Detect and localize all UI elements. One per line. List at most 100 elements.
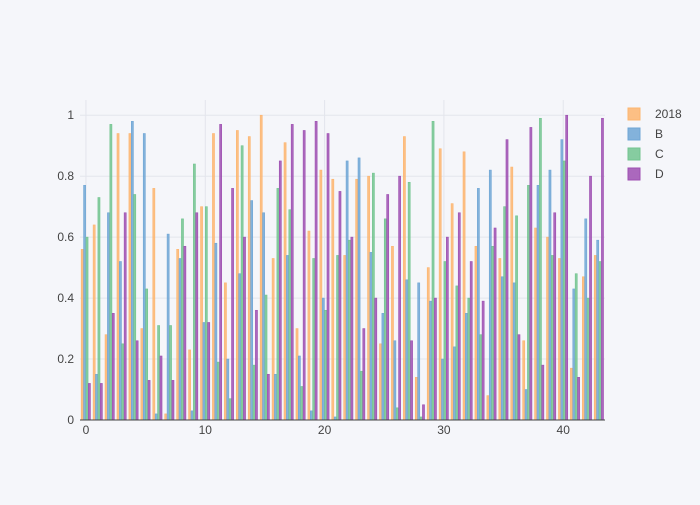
bar-c-27[interactable] [407, 181, 411, 421]
bar-c-14[interactable] [252, 364, 256, 421]
bar-c-16[interactable] [276, 188, 280, 421]
bar-b-35[interactable] [500, 276, 504, 421]
bar-2018-4[interactable] [128, 133, 132, 421]
bar-2018-5[interactable] [140, 328, 144, 421]
bar-c-15[interactable] [264, 294, 268, 421]
legend-swatch-2018[interactable] [627, 107, 641, 121]
bar-b-2[interactable] [107, 212, 110, 421]
bar-c-35[interactable] [503, 206, 506, 421]
bar-2018-24[interactable] [367, 175, 370, 421]
bar-b-10[interactable] [202, 322, 206, 421]
bar-d-6[interactable] [159, 355, 163, 421]
bar-c-10[interactable] [204, 206, 208, 421]
bar-c-20[interactable] [324, 309, 327, 421]
bar-b-11[interactable] [214, 242, 218, 421]
bar-2018-35[interactable] [498, 258, 502, 421]
legend-label-c[interactable]: C [655, 147, 664, 161]
bar-2018-22[interactable] [343, 255, 347, 421]
bar-d-33[interactable] [481, 300, 485, 421]
bar-2018-39[interactable] [546, 236, 549, 421]
bar-d-4[interactable] [135, 340, 139, 421]
bar-2018-38[interactable] [534, 227, 537, 421]
bar-c-12[interactable] [228, 398, 232, 421]
bar-d-23[interactable] [362, 328, 366, 421]
bar-c-0[interactable] [85, 236, 89, 421]
bar-2018-2[interactable] [104, 334, 108, 421]
bar-c-18[interactable] [300, 386, 304, 421]
bar-b-6[interactable] [154, 413, 158, 421]
bar-c-8[interactable] [181, 218, 184, 421]
bar-2018-20[interactable] [319, 169, 323, 421]
bar-2018-32[interactable] [462, 151, 466, 421]
bar-c-40[interactable] [562, 160, 566, 421]
bar-2018-34[interactable] [486, 395, 490, 421]
bar-d-39[interactable] [553, 212, 557, 421]
bar-c-43[interactable] [598, 261, 602, 421]
bar-2018-42[interactable] [582, 276, 585, 421]
bar-d-20[interactable] [326, 133, 330, 421]
bar-d-35[interactable] [505, 139, 509, 421]
bar-d-43[interactable] [601, 117, 604, 421]
bar-d-8[interactable] [183, 245, 187, 421]
bar-d-42[interactable] [589, 175, 592, 421]
bar-c-26[interactable] [395, 407, 399, 421]
bar-d-16[interactable] [278, 160, 282, 421]
bar-c-17[interactable] [288, 209, 292, 421]
bar-c-6[interactable] [157, 325, 160, 421]
bar-c-1[interactable] [97, 197, 101, 421]
bar-b-43[interactable] [596, 239, 600, 421]
bar-c-25[interactable] [383, 218, 387, 421]
bar-2018-18[interactable] [295, 328, 299, 421]
bar-2018-27[interactable] [403, 136, 406, 421]
legend-swatch-b[interactable] [627, 127, 641, 141]
bar-2018-28[interactable] [414, 377, 418, 421]
bar-2018-31[interactable] [450, 203, 454, 421]
bar-2018-13[interactable] [236, 130, 239, 421]
bar-2018-23[interactable] [355, 178, 359, 421]
bar-b-0[interactable] [83, 185, 86, 421]
bar-d-3[interactable] [123, 212, 127, 421]
bar-b-39[interactable] [548, 169, 552, 421]
bar-b-5[interactable] [142, 133, 146, 421]
bar-d-13[interactable] [243, 236, 246, 421]
bar-b-32[interactable] [465, 313, 468, 421]
bar-b-38[interactable] [536, 185, 540, 421]
bar-2018-16[interactable] [271, 258, 275, 421]
bar-b-28[interactable] [417, 282, 421, 421]
bar-d-17[interactable] [290, 124, 294, 421]
bar-c-11[interactable] [216, 361, 220, 421]
bar-d-24[interactable] [374, 297, 378, 421]
bar-d-36[interactable] [517, 334, 521, 421]
bar-d-28[interactable] [422, 404, 425, 421]
legend-swatch-d[interactable] [627, 167, 641, 181]
bar-2018-37[interactable] [522, 340, 526, 421]
bar-2018-19[interactable] [307, 230, 311, 421]
bar-d-26[interactable] [398, 175, 401, 421]
bar-b-22[interactable] [345, 160, 349, 421]
bar-d-10[interactable] [207, 322, 211, 421]
bar-2018-43[interactable] [593, 255, 597, 421]
bar-d-21[interactable] [338, 191, 342, 421]
bar-b-20[interactable] [321, 297, 325, 421]
bar-c-19[interactable] [312, 258, 316, 421]
bar-c-5[interactable] [145, 288, 149, 421]
bar-c-13[interactable] [240, 145, 244, 421]
bar-b-19[interactable] [309, 410, 313, 421]
legend[interactable]: 2018 BCD [627, 107, 682, 181]
bar-d-5[interactable] [147, 380, 151, 421]
bar-b-33[interactable] [477, 188, 480, 421]
bar-b-18[interactable] [298, 355, 301, 421]
legend-label-d[interactable]: D [655, 167, 664, 181]
bar-c-2[interactable] [109, 124, 113, 421]
bar-d-27[interactable] [410, 340, 413, 421]
bar-b-12[interactable] [226, 358, 230, 421]
bar-d-40[interactable] [565, 114, 569, 421]
bar-c-38[interactable] [539, 117, 542, 421]
legend-label-b[interactable]: B [655, 127, 663, 141]
bar-b-41[interactable] [572, 288, 576, 421]
bar-c-37[interactable] [527, 185, 530, 421]
bar-d-38[interactable] [541, 364, 545, 421]
bar-2018-14[interactable] [247, 136, 251, 421]
bar-b-40[interactable] [560, 139, 564, 421]
bar-b-29[interactable] [429, 300, 432, 421]
